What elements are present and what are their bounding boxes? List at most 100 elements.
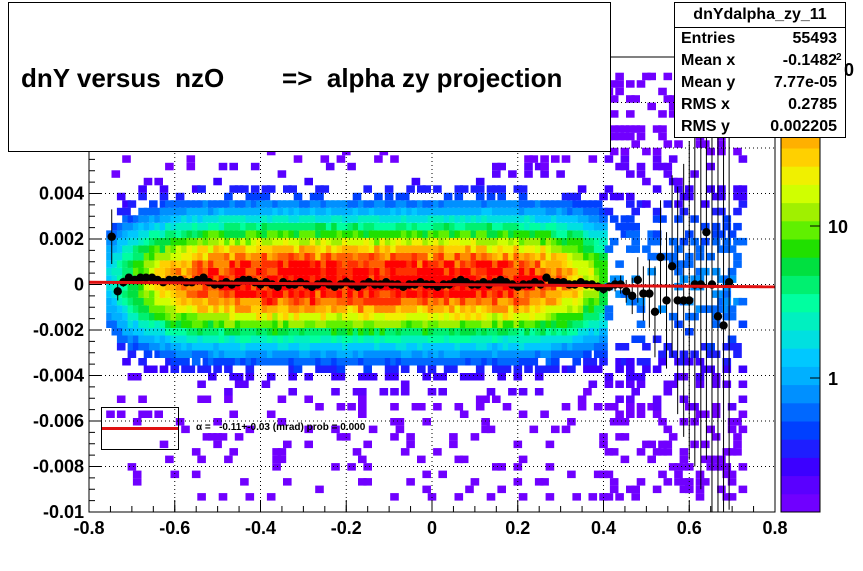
heat-cell [449, 433, 458, 441]
heat-cell [379, 343, 389, 351]
heat-cell [513, 343, 523, 351]
heat-cell [336, 252, 346, 261]
profile-point [628, 291, 637, 301]
heat-cell [320, 335, 330, 343]
heat-cell [106, 312, 115, 321]
heat-cell [181, 358, 190, 366]
y-tick-label: -0.004 [33, 366, 84, 386]
heat-cell [738, 192, 748, 201]
heat-cell [277, 260, 287, 268]
heat-cell [208, 297, 217, 306]
heat-cell [556, 343, 565, 351]
heat-cell [358, 267, 367, 276]
heat-cell [165, 335, 174, 343]
heat-cell [250, 312, 260, 321]
heat-cell [342, 200, 351, 208]
heat-cell [229, 162, 238, 171]
heat-cell [454, 215, 464, 223]
heat-cell [175, 335, 185, 343]
heat-cell [358, 237, 367, 246]
heat-cell [599, 290, 608, 298]
heat-cell [433, 222, 442, 231]
heat-cell [266, 290, 276, 298]
heat-cell [374, 207, 383, 216]
heat-cell [583, 320, 592, 328]
heat-cell [486, 185, 496, 193]
heat-cell [545, 305, 555, 313]
heat-cell [545, 493, 555, 501]
heat-cell [443, 312, 453, 321]
heat-cell [674, 358, 683, 366]
heat-cell [218, 328, 228, 336]
heat-cell [486, 215, 496, 223]
heat-cell [272, 260, 281, 268]
heat-cell [170, 343, 180, 351]
heat-cell [642, 343, 651, 351]
heat-cell [283, 305, 292, 313]
heat-cell [149, 305, 158, 313]
heat-cell [175, 215, 185, 223]
heat-cell [663, 425, 673, 434]
heat-cell [588, 335, 598, 343]
heat-cell [336, 350, 346, 358]
heat-cell [727, 230, 737, 238]
heat-cell [459, 282, 469, 291]
heat-cell [459, 335, 469, 343]
heat-cell [577, 200, 587, 208]
heat-cell [529, 343, 539, 351]
heat-cell [406, 358, 415, 366]
heat-cell [122, 252, 131, 261]
heat-cell [668, 312, 678, 321]
heat-cell [604, 312, 614, 321]
heat-cell [170, 470, 180, 479]
heat-cell [668, 350, 678, 358]
heat-cell [342, 282, 351, 291]
heat-cell [427, 267, 437, 276]
heat-cell [293, 215, 303, 223]
heat-cell [422, 335, 431, 343]
heat-cell [551, 200, 560, 208]
heat-cell [304, 252, 313, 261]
heat-cell [443, 222, 453, 231]
heat-cell [572, 237, 581, 246]
heat-cell [652, 125, 662, 133]
heat-cell [711, 320, 721, 328]
heat-cell [256, 267, 265, 276]
heat-cell [395, 207, 405, 216]
heat-cell [588, 380, 598, 388]
heat-cell [727, 448, 737, 456]
heat-cell [331, 312, 340, 321]
heat-cell [336, 433, 346, 441]
heat-cell [556, 320, 565, 328]
heat-cell [417, 403, 426, 411]
heat-cell [245, 230, 255, 238]
heat-cell [175, 350, 185, 358]
heat-cell [636, 80, 646, 88]
heat-cell [449, 282, 458, 291]
heat-cell [368, 275, 378, 283]
heat-cell [475, 350, 485, 358]
heat-cell [127, 350, 137, 358]
heat-cell [486, 312, 496, 321]
heat-cell [588, 222, 598, 231]
heat-cell [556, 350, 565, 358]
heat-cell [154, 267, 163, 276]
heat-cell [395, 343, 405, 351]
heat-cell [299, 215, 308, 223]
heat-cell [368, 335, 378, 343]
heat-cell [277, 418, 287, 426]
heat-cell [315, 358, 324, 366]
heat-cell [518, 305, 528, 313]
heat-cell [561, 328, 571, 336]
heat-cell [658, 110, 667, 118]
heat-cell [443, 260, 453, 268]
heat-cell [449, 260, 458, 268]
heat-cell [738, 485, 748, 494]
heat-cell [325, 252, 335, 261]
heat-cell [331, 388, 340, 396]
heat-cell [674, 478, 683, 486]
heat-cell [486, 245, 496, 253]
heat-cell [368, 237, 378, 246]
heat-cell [583, 335, 592, 343]
heat-cell [497, 282, 506, 291]
